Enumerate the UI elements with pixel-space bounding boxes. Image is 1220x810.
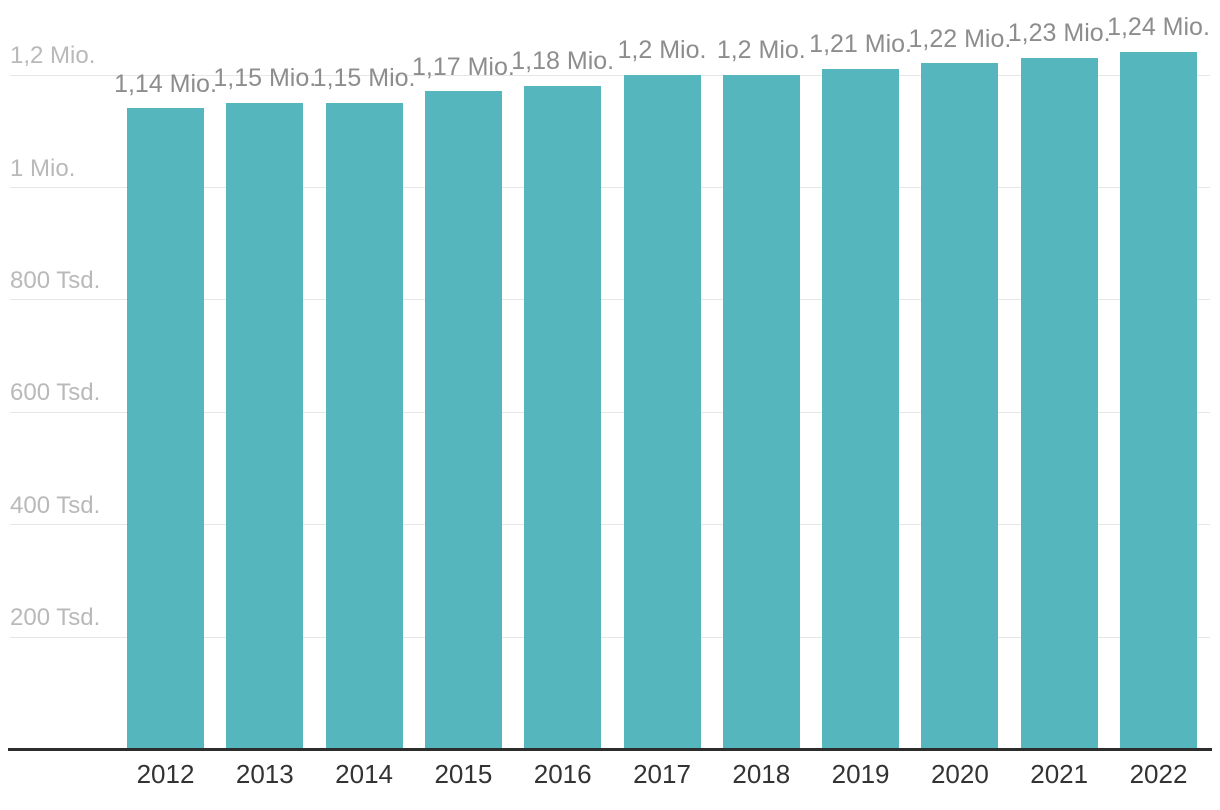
x-axis-label: 2013 (235, 759, 294, 789)
bar-value-label: 1,24 Mio. (1107, 13, 1210, 42)
y-axis-tick-label: 1,2 Mio. (10, 42, 96, 70)
x-axis-label: 2022 (1129, 759, 1188, 789)
bar-value-label: 1,14 Mio. (114, 69, 217, 98)
x-axis-label: 2015 (434, 759, 493, 789)
bar-2013[interactable] (226, 102, 304, 749)
y-axis-tick-label: 600 Tsd. (10, 379, 101, 407)
bar-value-label: 1,18 Mio. (511, 47, 615, 76)
bar-2022[interactable] (1120, 52, 1197, 749)
bar-2012[interactable] (127, 108, 204, 749)
bar-value-label: 1,2 Mio. (617, 35, 707, 64)
gridline (10, 187, 1210, 188)
x-axis-label: 2021 (1030, 759, 1089, 789)
x-axis-label: 2016 (533, 759, 592, 789)
bar-2014[interactable] (325, 102, 403, 749)
y-axis-tick-label: 800 Tsd. (10, 267, 101, 295)
gridline (10, 524, 1210, 526)
x-axis-label: 2019 (831, 759, 890, 789)
x-axis-label: 2017 (633, 759, 691, 789)
gridline (10, 411, 1210, 413)
bar-2016[interactable] (524, 85, 602, 749)
bar-2021[interactable] (1020, 57, 1098, 749)
x-axis-label: 2012 (136, 759, 195, 789)
bar-2015[interactable] (424, 91, 502, 749)
bar-value-label: 1,15 Mio. (312, 63, 416, 92)
bar-2020[interactable] (921, 63, 999, 749)
bar-2018[interactable] (722, 74, 800, 749)
y-axis-tick-label: 1 Mio. (10, 154, 76, 182)
x-axis-label: 2014 (335, 759, 394, 789)
gridline (10, 299, 1210, 301)
x-axis-line (8, 748, 1212, 751)
gridline (10, 74, 1210, 76)
bar-2017[interactable] (623, 74, 701, 749)
x-axis-label: 2018 (732, 759, 791, 789)
bar-value-label: 1,21 Mio. (809, 30, 913, 59)
bar-value-label: 1,17 Mio. (411, 52, 515, 81)
y-axis-tick-label: 400 Tsd. (10, 491, 101, 519)
gridline (10, 636, 1210, 638)
bar-value-label: 1,15 Mio. (213, 63, 317, 92)
y-axis-tick-label: 200 Tsd. (10, 604, 101, 632)
bar-value-label: 1,22 Mio. (908, 24, 1012, 53)
bar-2019[interactable] (822, 68, 900, 749)
bar-value-label: 1,2 Mio. (716, 35, 806, 64)
x-axis-label: 2020 (930, 759, 989, 789)
bar-value-label: 1,23 Mio. (1007, 19, 1111, 47)
